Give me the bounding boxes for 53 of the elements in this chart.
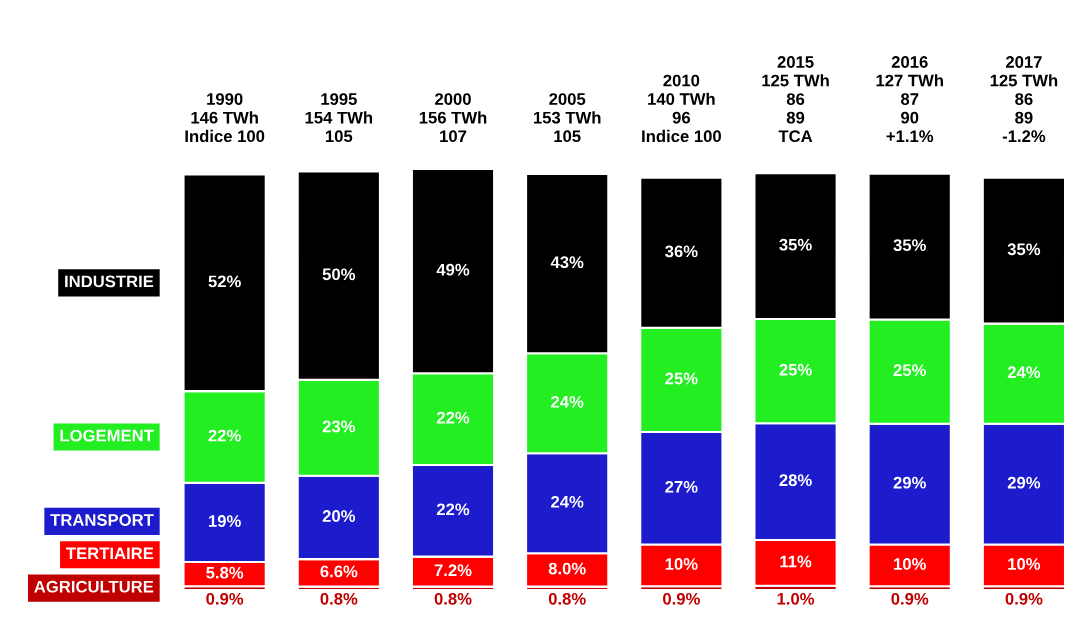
x-tick-label: 2000 156 TWh 107	[419, 93, 487, 143]
data-label: 0.9%	[206, 592, 244, 605]
x-tick-label: 2017 125 TWh 86 89 -1.2%	[990, 56, 1058, 143]
data-label: 0.8%	[434, 592, 472, 605]
data-label: 49%	[436, 263, 470, 276]
data-label: 35%	[893, 239, 926, 252]
data-label: 23%	[322, 420, 356, 433]
data-label: 0.9%	[891, 592, 929, 605]
x-tick-label: 2015 125 TWh 86 89 TCA	[762, 56, 829, 143]
data-label: 19%	[209, 515, 241, 527]
data-label: 0.9%	[1005, 592, 1043, 605]
x-tick-label: 1990 146 TWh Indice 100	[185, 93, 265, 143]
data-label: 28%	[779, 474, 812, 487]
data-label: 22%	[436, 503, 470, 516]
data-label: 29%	[1007, 476, 1041, 489]
data-label: 20%	[322, 510, 356, 522]
data-label: 0.8%	[320, 592, 358, 605]
series-label: TRANSPORT	[50, 514, 154, 526]
data-label: 22%	[436, 411, 470, 424]
data-label: 0.9%	[663, 592, 700, 605]
data-label: 27%	[665, 480, 698, 493]
data-label: 25%	[893, 364, 926, 377]
data-label: 6.6%	[320, 565, 358, 578]
data-label: 29%	[893, 476, 926, 489]
x-tick-label: 2010 140 TWh 96 Indice 100	[642, 74, 721, 143]
x-tick-label: 2016 127 TWh 87 90 +1.1%	[876, 56, 943, 143]
x-tick-label: 1995 154 TWh 105	[305, 93, 373, 143]
data-label: 25%	[665, 372, 698, 385]
data-label: 43%	[550, 256, 584, 269]
data-label: 5.8%	[206, 566, 244, 579]
x-tick-label: 2005 153 TWh 105	[533, 93, 601, 143]
data-label: 36%	[665, 245, 698, 258]
data-label: 50%	[322, 268, 356, 281]
data-label: 22%	[208, 429, 241, 442]
data-label: 24%	[551, 395, 584, 408]
series-label: INDUSTRIE	[65, 275, 154, 288]
data-label: 35%	[1007, 243, 1041, 256]
data-label: 7.2%	[434, 564, 472, 577]
data-label: 10%	[894, 558, 926, 570]
data-label: 24%	[1007, 366, 1041, 379]
data-label: 10%	[665, 558, 698, 570]
series-label: AGRICULTURE	[34, 580, 154, 593]
data-label: 10%	[1008, 558, 1041, 570]
series-label: TERTIAIRE	[66, 547, 154, 560]
data-label: 24%	[551, 495, 584, 508]
data-label: 1.0%	[777, 592, 815, 605]
data-label: 8.0%	[548, 562, 586, 575]
series-label: LOGEMENT	[60, 429, 154, 442]
data-label: 25%	[779, 363, 812, 376]
data-label: 52%	[208, 275, 241, 288]
data-label: 0.8%	[548, 592, 586, 605]
data-label: 35%	[779, 238, 812, 251]
data-label: 11%	[780, 555, 812, 568]
